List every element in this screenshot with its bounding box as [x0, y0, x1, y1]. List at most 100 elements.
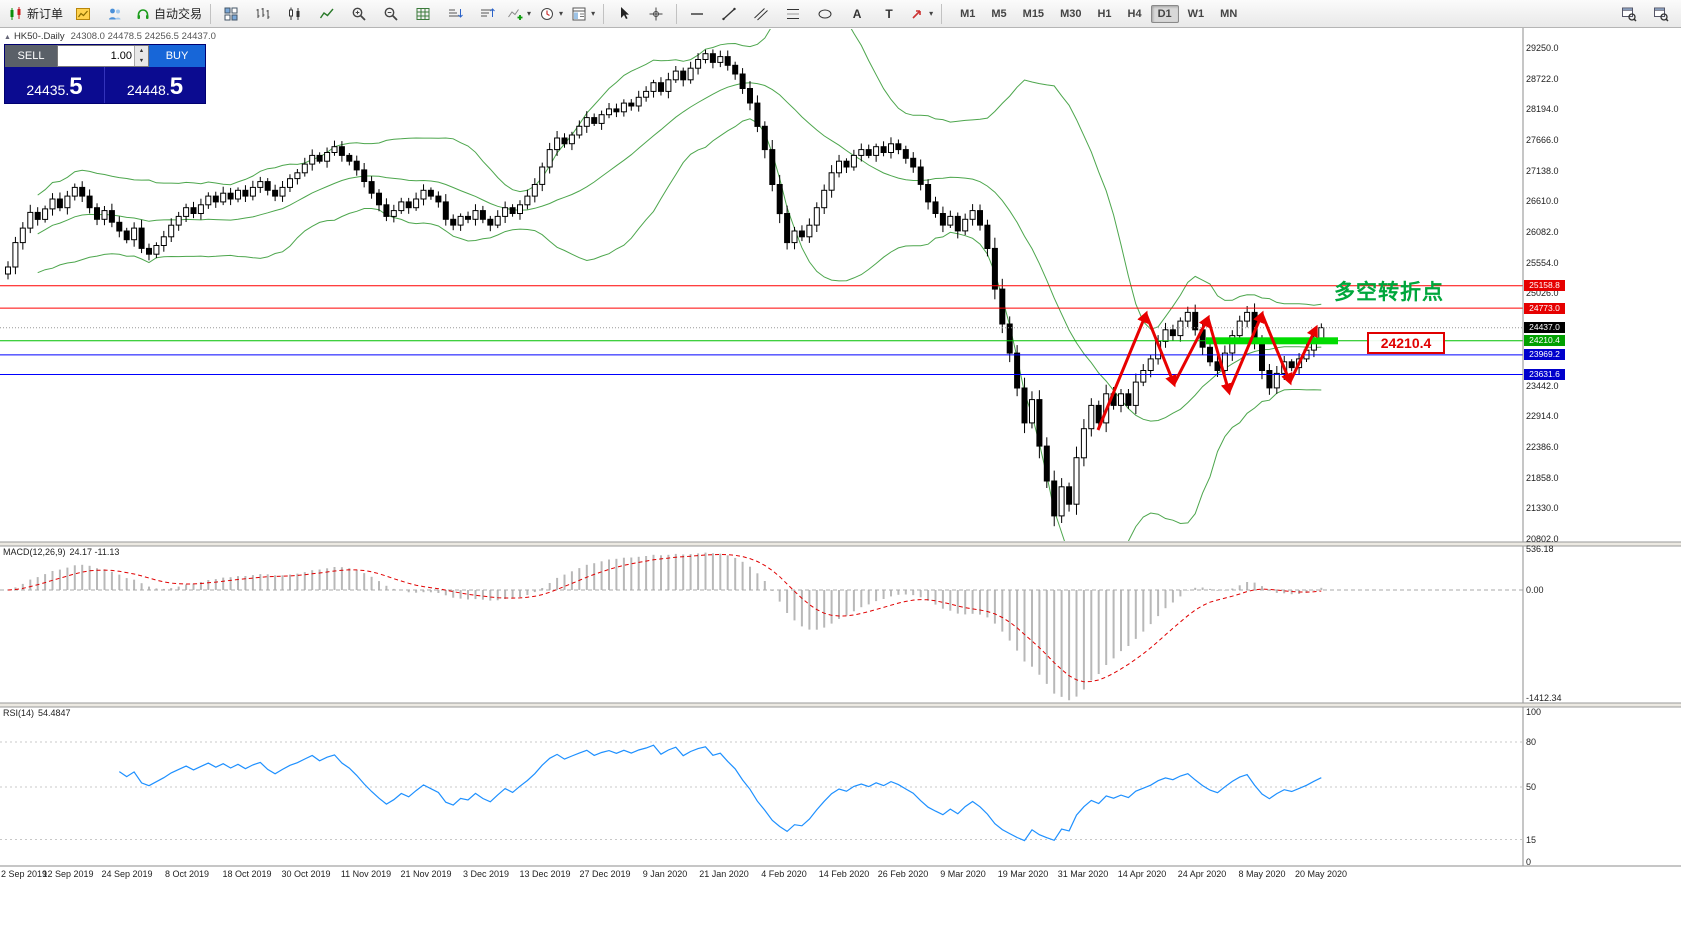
volume-input[interactable]: 1.00 ▲ ▼ — [57, 45, 149, 67]
timeframe-switcher: M1 M5 M15 M30 H1 H4 D1 W1 MN — [952, 4, 1245, 23]
search-window-button[interactable] — [1645, 2, 1677, 26]
macd-axis-label: 536.18 — [1526, 544, 1554, 554]
templates-button[interactable]: ▾ — [567, 2, 599, 26]
timeframe-d1-button[interactable]: D1 — [1150, 4, 1179, 23]
timeframe-m5-button[interactable]: M5 — [991, 7, 1007, 20]
sell-button[interactable]: SELL — [5, 45, 57, 67]
horizontal-line-button[interactable] — [681, 2, 713, 26]
date-axis-label: 18 Oct 2019 — [222, 869, 272, 879]
profiles-icon — [109, 8, 121, 19]
sort-desc-button[interactable] — [471, 2, 503, 26]
rsi-indicator-label: RSI(14) 54.4847 — [3, 708, 75, 718]
date-axis-label: 3 Dec 2019 — [462, 869, 510, 879]
toolbar-separator — [210, 3, 212, 24]
new-order-button[interactable]: 新订单 — [4, 2, 67, 26]
timeframe-h4-button[interactable]: H4 — [1127, 7, 1142, 20]
trend-arrow[interactable] — [1227, 310, 1265, 393]
date-axis-label: 24 Sep 2019 — [101, 869, 153, 879]
macd-indicator-label: MACD(12,26,9) 24.17 -11.13 — [3, 547, 123, 557]
price-badge: 23969.2 — [1524, 349, 1565, 360]
volume-down-button[interactable]: ▼ — [135, 56, 148, 66]
timeframe-mn-button[interactable]: MN — [1220, 7, 1238, 20]
price-axis-label: 26610.0 — [1526, 196, 1559, 206]
price-axis-label: 26082.0 — [1526, 227, 1559, 237]
price-axis-label: 29250.0 — [1526, 43, 1559, 53]
collapse-panel-icon[interactable]: ▲ — [4, 34, 11, 41]
timeframe-w1-button[interactable]: W1 — [1187, 7, 1205, 20]
price-badge: 24773.0 — [1524, 303, 1565, 314]
chart-window-button[interactable] — [67, 2, 99, 26]
volume-up-button[interactable]: ▲ — [135, 46, 148, 56]
zoom-in-button[interactable] — [343, 2, 375, 26]
date-axis-label: 8 Oct 2019 — [164, 869, 210, 879]
sell-price-main: 24435. — [26, 82, 70, 98]
sort-desc-icon — [481, 7, 495, 17]
line-chart-icon — [319, 8, 334, 18]
date-axis-label: 24 Apr 2020 — [1177, 869, 1227, 879]
rsi-axis-label: 100 — [1526, 707, 1542, 717]
candlestick-series — [5, 49, 1325, 527]
dropdown-caret-icon: ▾ — [929, 9, 934, 18]
periods-button[interactable]: ▾ — [535, 2, 567, 26]
date-axis-label: 8 May 2020 — [1238, 869, 1286, 879]
timeframe-h1-button[interactable]: H1 — [1097, 7, 1112, 20]
clock-icon — [541, 7, 554, 20]
panel-splitter[interactable] — [0, 542, 1681, 546]
zoom-in-icon — [352, 7, 366, 21]
open-window-button[interactable] — [1613, 2, 1645, 26]
volume-value[interactable]: 1.00 — [110, 50, 132, 62]
trend-arrow[interactable] — [1288, 324, 1318, 383]
zoom-out-icon — [384, 7, 398, 21]
sell-price[interactable]: 24435. 5 — [5, 67, 105, 103]
trend-arrow[interactable] — [1172, 314, 1210, 385]
trend-arrow[interactable] — [1144, 313, 1177, 388]
label-button[interactable]: T — [873, 2, 905, 26]
grid-icon — [416, 7, 430, 20]
line-chart-button[interactable] — [311, 2, 343, 26]
text-button[interactable]: A — [841, 2, 873, 26]
bar-chart-button[interactable] — [247, 2, 279, 26]
timeframe-m1-button[interactable]: M1 — [960, 7, 976, 20]
trendline-icon — [722, 7, 736, 20]
crosshair-button[interactable] — [640, 2, 672, 26]
zoom-out-button[interactable] — [375, 2, 407, 26]
panel-splitter[interactable] — [0, 703, 1681, 707]
ellipse-button[interactable] — [809, 2, 841, 26]
buy-price-big-digit: 5 — [169, 73, 184, 100]
rsi-axis-label: 50 — [1526, 782, 1537, 792]
tile-windows-button[interactable] — [215, 2, 247, 26]
channel-icon — [754, 7, 768, 20]
toolbar-separator — [676, 3, 678, 24]
cursor-button[interactable] — [608, 2, 640, 26]
auto-trading-button[interactable]: 自动交易 — [131, 2, 206, 26]
buy-price[interactable]: 24448. 5 — [105, 67, 205, 103]
fibo-icon — [787, 8, 800, 19]
channel-button[interactable] — [745, 2, 777, 26]
template-icon — [572, 7, 586, 20]
price-axis-label: 27666.0 — [1526, 135, 1559, 145]
indicators-button[interactable]: ▾ — [503, 2, 535, 26]
timeframe-m15-button[interactable]: M15 — [1022, 7, 1045, 20]
macd-axis-label: 0.00 — [1526, 585, 1544, 595]
buy-button[interactable]: BUY — [149, 45, 205, 67]
date-axis-label: 9 Jan 2020 — [642, 869, 688, 879]
sort-asc-button[interactable] — [439, 2, 471, 26]
support-zone-bar[interactable] — [1206, 337, 1338, 345]
fibonacci-button[interactable] — [777, 2, 809, 26]
trendline-button[interactable] — [713, 2, 745, 26]
grid-button[interactable] — [407, 2, 439, 26]
candle-chart-button[interactable] — [279, 2, 311, 26]
arrows-button[interactable]: ▾ — [905, 2, 937, 26]
trend-arrow[interactable] — [1096, 310, 1149, 431]
sell-price-big-digit: 5 — [69, 73, 83, 100]
timeframe-m30-button[interactable]: M30 — [1060, 7, 1082, 20]
arrows-icon — [912, 9, 921, 19]
trend-arrow[interactable] — [1206, 317, 1233, 396]
trend-arrow[interactable] — [1260, 313, 1293, 386]
toolbar-separator — [603, 3, 605, 24]
profiles-button[interactable] — [99, 2, 131, 26]
volume-stepper: ▲ ▼ — [134, 46, 148, 66]
date-axis-label: 26 Feb 2020 — [877, 869, 929, 879]
